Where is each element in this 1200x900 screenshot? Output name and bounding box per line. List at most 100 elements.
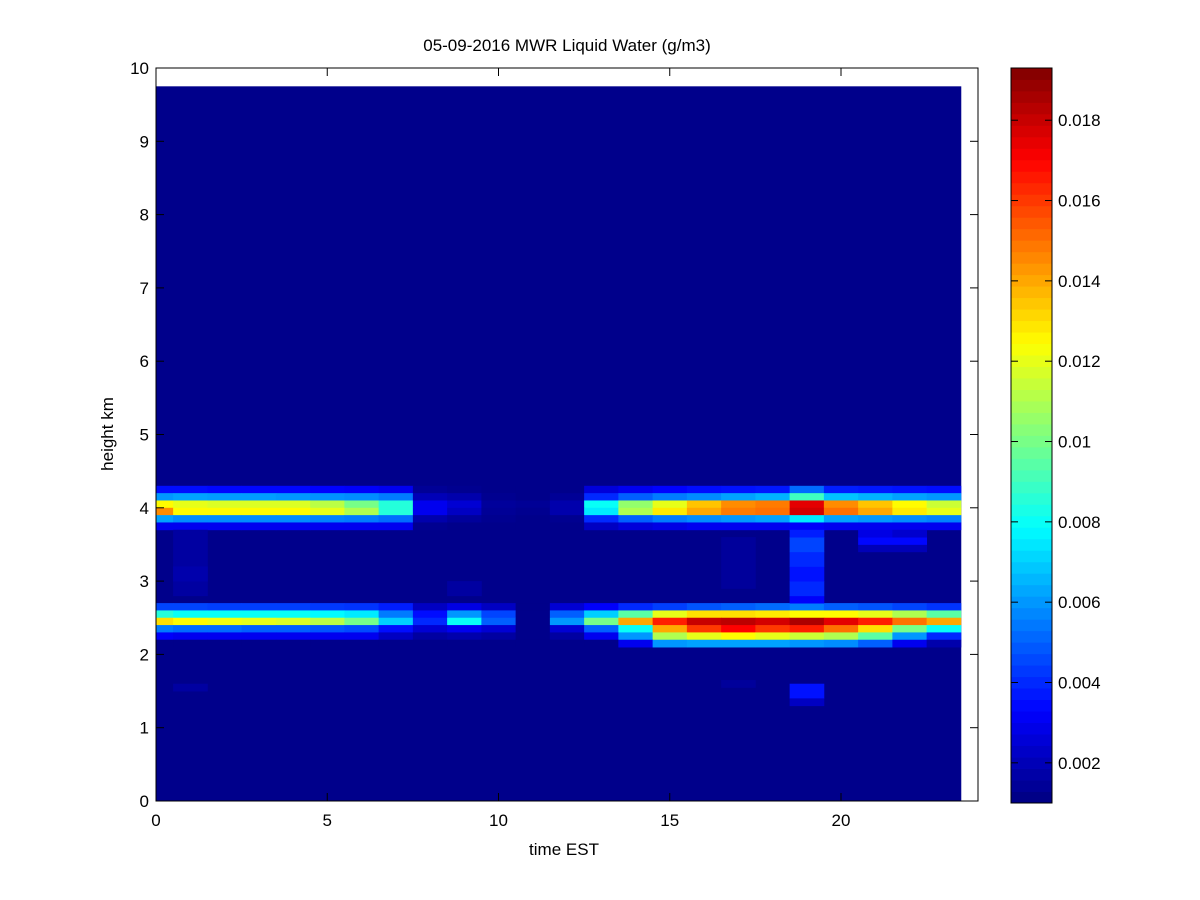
heatmap-cell (549, 610, 585, 619)
heatmap-cell (156, 603, 174, 611)
heatmap-cell (173, 617, 208, 626)
colorbar-tick-label: 0.008 (1058, 513, 1101, 532)
heatmap-cell (858, 544, 928, 553)
heatmap-cell (241, 500, 277, 509)
y-axis-label: height km (98, 397, 117, 471)
heatmap-cell (481, 507, 517, 516)
heatmap-cell (412, 632, 448, 641)
colorbar-tick-label: 0.004 (1058, 674, 1101, 693)
colorbar-segment (1011, 734, 1052, 746)
heatmap-cell (156, 632, 174, 641)
heatmap-cell (789, 551, 825, 567)
colorbar-segment (1011, 228, 1052, 241)
heatmap-cell (156, 522, 174, 531)
heatmap-cell (447, 603, 482, 611)
heatmap-cell (755, 485, 791, 494)
heatmap-cell (721, 639, 756, 648)
colorbar-segment (1011, 251, 1052, 264)
heatmap-cell (686, 610, 722, 619)
heatmap-cell (481, 610, 517, 619)
heatmap-cell (858, 625, 893, 633)
heatmap-cell (686, 500, 722, 509)
heatmap-cell (823, 632, 859, 641)
heatmap-cell (173, 493, 208, 501)
colorbar-segment (1011, 469, 1052, 482)
heatmap-cell (652, 625, 688, 633)
heatmap-cell (549, 515, 585, 523)
colorbar-segment (1011, 90, 1052, 103)
heatmap-cell (584, 625, 619, 633)
colorbar-segment (1011, 343, 1052, 356)
heatmap-cell (549, 500, 585, 509)
heatmap-cell (755, 610, 791, 619)
heatmap-cell (207, 500, 243, 509)
heatmap-cell (515, 603, 551, 611)
heatmap-cell (481, 603, 517, 611)
x-axis-label: time EST (529, 840, 599, 859)
colorbar-segment (1011, 619, 1052, 632)
colorbar-segment (1011, 642, 1052, 655)
heatmap-cell (721, 632, 756, 641)
colorbar-segment (1011, 113, 1052, 126)
colorbar-segment (1011, 102, 1052, 115)
heatmap-cell (618, 485, 654, 494)
heatmap-cell (241, 485, 277, 494)
colorbar-segment (1011, 240, 1052, 253)
heatmap-cell (549, 507, 585, 516)
heatmap-cell (789, 485, 825, 494)
heatmap-cell (481, 639, 517, 648)
heatmap-cell (823, 639, 859, 648)
colorbar-segment (1011, 182, 1052, 195)
colorbar-segment (1011, 435, 1052, 448)
y-tick-label: 10 (130, 59, 149, 78)
heatmap-cell (618, 603, 654, 611)
heatmap-cell (412, 617, 448, 626)
heatmap-cell (858, 610, 893, 619)
colorbar-segment (1011, 699, 1052, 712)
y-tick-label: 9 (140, 132, 149, 151)
colorbar-tick-label: 0.018 (1058, 111, 1101, 130)
heatmap-cell (412, 522, 448, 531)
heatmap-cell (207, 603, 243, 611)
heatmap-cell (652, 610, 688, 619)
heatmap-cell (310, 625, 345, 633)
heatmap-cell (241, 610, 277, 619)
heatmap-cell (926, 507, 962, 516)
heatmap-cell (447, 617, 482, 626)
colorbar-segment (1011, 194, 1052, 207)
heatmap-cell (858, 507, 893, 516)
heatmap-cell (412, 485, 448, 494)
heatmap-cell (858, 529, 893, 538)
heatmap-cell (447, 493, 482, 501)
colorbar-segment (1011, 159, 1052, 172)
colorbar-segment (1011, 355, 1052, 367)
colorbar-segment (1011, 515, 1052, 528)
heatmap-cell (344, 617, 380, 626)
heatmap-cell (618, 625, 654, 633)
heatmap-cell (412, 493, 448, 501)
heatmap-cell (755, 617, 791, 626)
heatmap-cell (344, 493, 380, 501)
heatmap-cell (515, 500, 551, 509)
heatmap-cell (686, 493, 722, 501)
colorbar-segment (1011, 79, 1052, 92)
heatmap-cell (549, 603, 585, 611)
y-tick-label: 5 (140, 426, 149, 445)
heatmap-cell (926, 610, 962, 619)
heatmap-cell (275, 610, 311, 619)
heatmap-cell (789, 507, 825, 516)
y-tick-label: 6 (140, 352, 149, 371)
heatmap-cell (926, 522, 962, 531)
heatmap-cell (755, 515, 791, 523)
colorbar-segment (1011, 217, 1052, 230)
heatmap-cell (892, 610, 928, 619)
heatmap-cell (241, 625, 277, 633)
heatmap-cell (412, 500, 448, 509)
heatmap-cell (447, 625, 482, 633)
heatmap-cell (823, 522, 859, 531)
heatmap-cell (926, 485, 962, 494)
heatmap-cell (275, 603, 311, 611)
heatmap-cell (858, 639, 893, 648)
colorbar-segment (1011, 320, 1052, 333)
heatmap-cell (892, 617, 928, 626)
